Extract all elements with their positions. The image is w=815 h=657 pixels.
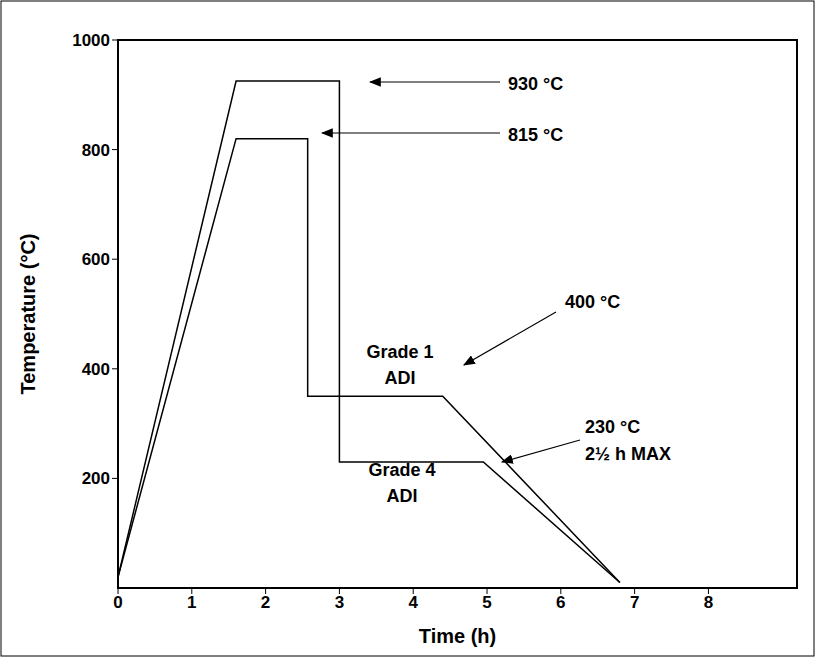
- svg-text:230 °C: 230 °C: [585, 417, 640, 437]
- svg-text:930 °C: 930 °C: [508, 74, 563, 94]
- svg-text:200: 200: [82, 469, 110, 488]
- svg-text:2½ h MAX: 2½ h MAX: [585, 444, 671, 464]
- svg-text:Grade 4ADI: Grade 4ADI: [368, 460, 435, 506]
- svg-text:600: 600: [82, 250, 110, 269]
- svg-text:Temperature (°C): Temperature (°C): [17, 234, 39, 395]
- svg-text:5: 5: [482, 593, 491, 612]
- svg-text:400 °C: 400 °C: [565, 292, 620, 312]
- svg-text:1: 1: [187, 593, 196, 612]
- svg-text:6: 6: [556, 593, 565, 612]
- svg-text:4: 4: [408, 593, 418, 612]
- svg-text:7: 7: [630, 593, 639, 612]
- svg-text:815 °C: 815 °C: [508, 125, 563, 145]
- svg-text:3: 3: [335, 593, 344, 612]
- svg-text:0: 0: [113, 593, 122, 612]
- svg-text:Grade 1ADI: Grade 1ADI: [366, 342, 433, 388]
- svg-text:8: 8: [704, 593, 713, 612]
- svg-text:2: 2: [261, 593, 270, 612]
- svg-text:Time (h): Time (h): [419, 625, 496, 647]
- svg-text:1000: 1000: [72, 31, 110, 50]
- svg-text:800: 800: [82, 141, 110, 160]
- svg-text:400: 400: [82, 360, 110, 379]
